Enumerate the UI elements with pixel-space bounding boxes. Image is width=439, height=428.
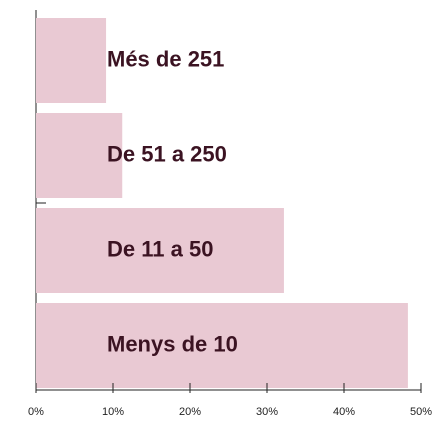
- x-tick-label: 30%: [256, 406, 278, 418]
- bar: [36, 113, 123, 198]
- x-tick-label: 0%: [28, 406, 44, 418]
- bar: [36, 303, 408, 388]
- x-tick-label: 40%: [333, 406, 355, 418]
- category-label: De 51 a 250: [107, 141, 227, 166]
- x-tick-label: 20%: [179, 406, 201, 418]
- x-tick-label: 10%: [102, 406, 124, 418]
- category-label: Més de 251: [107, 46, 224, 71]
- bar: [36, 18, 107, 103]
- x-tick-label: 50%: [410, 406, 432, 418]
- bar: [36, 208, 284, 293]
- category-label: De 11 a 50: [107, 236, 213, 261]
- category-label: Menys de 10: [107, 331, 238, 356]
